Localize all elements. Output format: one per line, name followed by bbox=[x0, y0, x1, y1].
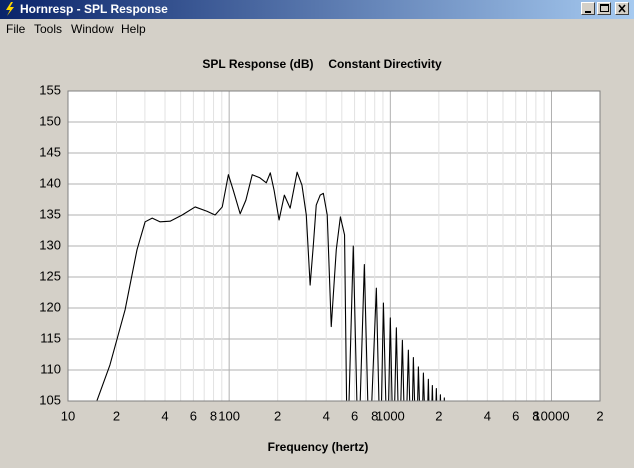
y-tick-label: 115 bbox=[40, 330, 61, 345]
menu-item[interactable]: Window bbox=[71, 22, 114, 36]
x-tick-label: 6 bbox=[190, 408, 197, 423]
chart-title: SPL Response (dB) bbox=[202, 57, 313, 71]
plot-frame bbox=[67, 90, 601, 402]
x-tick-label: 6 bbox=[512, 408, 519, 423]
x-tick-label: 4 bbox=[323, 408, 330, 423]
title-bar: Hornresp - SPL Response bbox=[0, 0, 634, 19]
x-tick-label: 1000 bbox=[376, 408, 405, 423]
x-axis-label: Frequency (hertz) bbox=[268, 440, 369, 454]
menu-item[interactable]: Help bbox=[121, 22, 146, 36]
y-tick-label: 140 bbox=[39, 175, 61, 190]
plot-area bbox=[68, 91, 600, 401]
minimize-button[interactable] bbox=[581, 2, 595, 15]
y-tick-label: 125 bbox=[39, 268, 61, 283]
x-tick-label: 2 bbox=[274, 408, 281, 423]
y-tick-label: 110 bbox=[40, 361, 61, 376]
y-tick-label: 130 bbox=[39, 237, 61, 252]
y-tick-label: 120 bbox=[39, 299, 61, 314]
window-title: Hornresp - SPL Response bbox=[20, 2, 168, 16]
spl-curve bbox=[96, 171, 445, 401]
x-tick-label: 4 bbox=[161, 408, 168, 423]
x-tick-label: 10000 bbox=[533, 408, 569, 423]
chart-subtitle: Constant Directivity bbox=[328, 57, 442, 71]
x-tick-label: 8 bbox=[210, 408, 217, 423]
y-tick-label: 105 bbox=[39, 392, 61, 407]
x-tick-label: 10 bbox=[61, 408, 75, 423]
x-tick-label: 2 bbox=[435, 408, 442, 423]
x-tick-label: 8 bbox=[532, 408, 539, 423]
menu-item[interactable]: Tools bbox=[34, 22, 63, 36]
y-tick-label: 145 bbox=[39, 144, 61, 159]
x-tick-label: 2 bbox=[113, 408, 120, 423]
y-tick-label: 135 bbox=[39, 206, 61, 221]
app-icon bbox=[6, 2, 14, 16]
menu-item[interactable]: File bbox=[6, 22, 26, 36]
x-tick-label: 2 bbox=[596, 408, 603, 423]
x-tick-label: 100 bbox=[218, 408, 240, 423]
y-tick-label: 150 bbox=[39, 113, 61, 128]
x-tick-label: 4 bbox=[484, 408, 491, 423]
close-button[interactable] bbox=[615, 2, 629, 15]
y-tick-label: 155 bbox=[39, 82, 61, 97]
maximize-button[interactable] bbox=[597, 2, 611, 15]
x-tick-label: 8 bbox=[371, 408, 378, 423]
x-tick-label: 6 bbox=[351, 408, 358, 423]
